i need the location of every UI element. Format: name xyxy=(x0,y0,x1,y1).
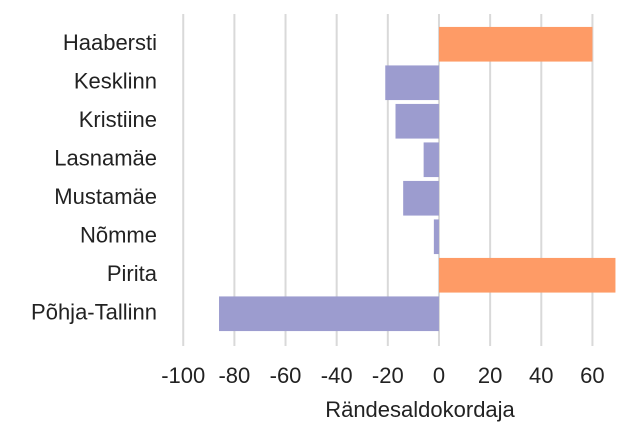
x-tick-label: -40 xyxy=(321,363,353,388)
bar xyxy=(385,65,439,101)
y-tick-label: Kesklinn xyxy=(74,69,157,94)
bar xyxy=(433,219,439,255)
bar xyxy=(403,180,439,216)
y-tick-label: Kristiine xyxy=(79,107,157,132)
x-axis-title: Rändesaldokordaja xyxy=(325,397,515,422)
y-tick-label: Haabersti xyxy=(63,30,157,55)
y-tick-label: Pirita xyxy=(107,261,158,286)
y-tick-label: Põhja-Tallinn xyxy=(31,300,157,325)
x-tick-label: 20 xyxy=(478,363,502,388)
x-tick-label: -20 xyxy=(372,363,404,388)
y-tick-label: Nõmme xyxy=(80,223,157,248)
x-tick-label: -60 xyxy=(270,363,302,388)
x-tick-label: -80 xyxy=(218,363,250,388)
y-tick-label: Mustamäe xyxy=(54,184,157,209)
bar xyxy=(219,296,439,332)
bar xyxy=(395,103,439,139)
bar xyxy=(438,26,593,62)
x-tick-label: 60 xyxy=(580,363,604,388)
y-tick-label: Lasnamäe xyxy=(54,146,157,171)
bar xyxy=(438,257,616,293)
x-tick-label: 40 xyxy=(529,363,553,388)
x-tick-label: 0 xyxy=(433,363,445,388)
bar xyxy=(423,142,439,178)
x-tick-label: -100 xyxy=(161,363,205,388)
